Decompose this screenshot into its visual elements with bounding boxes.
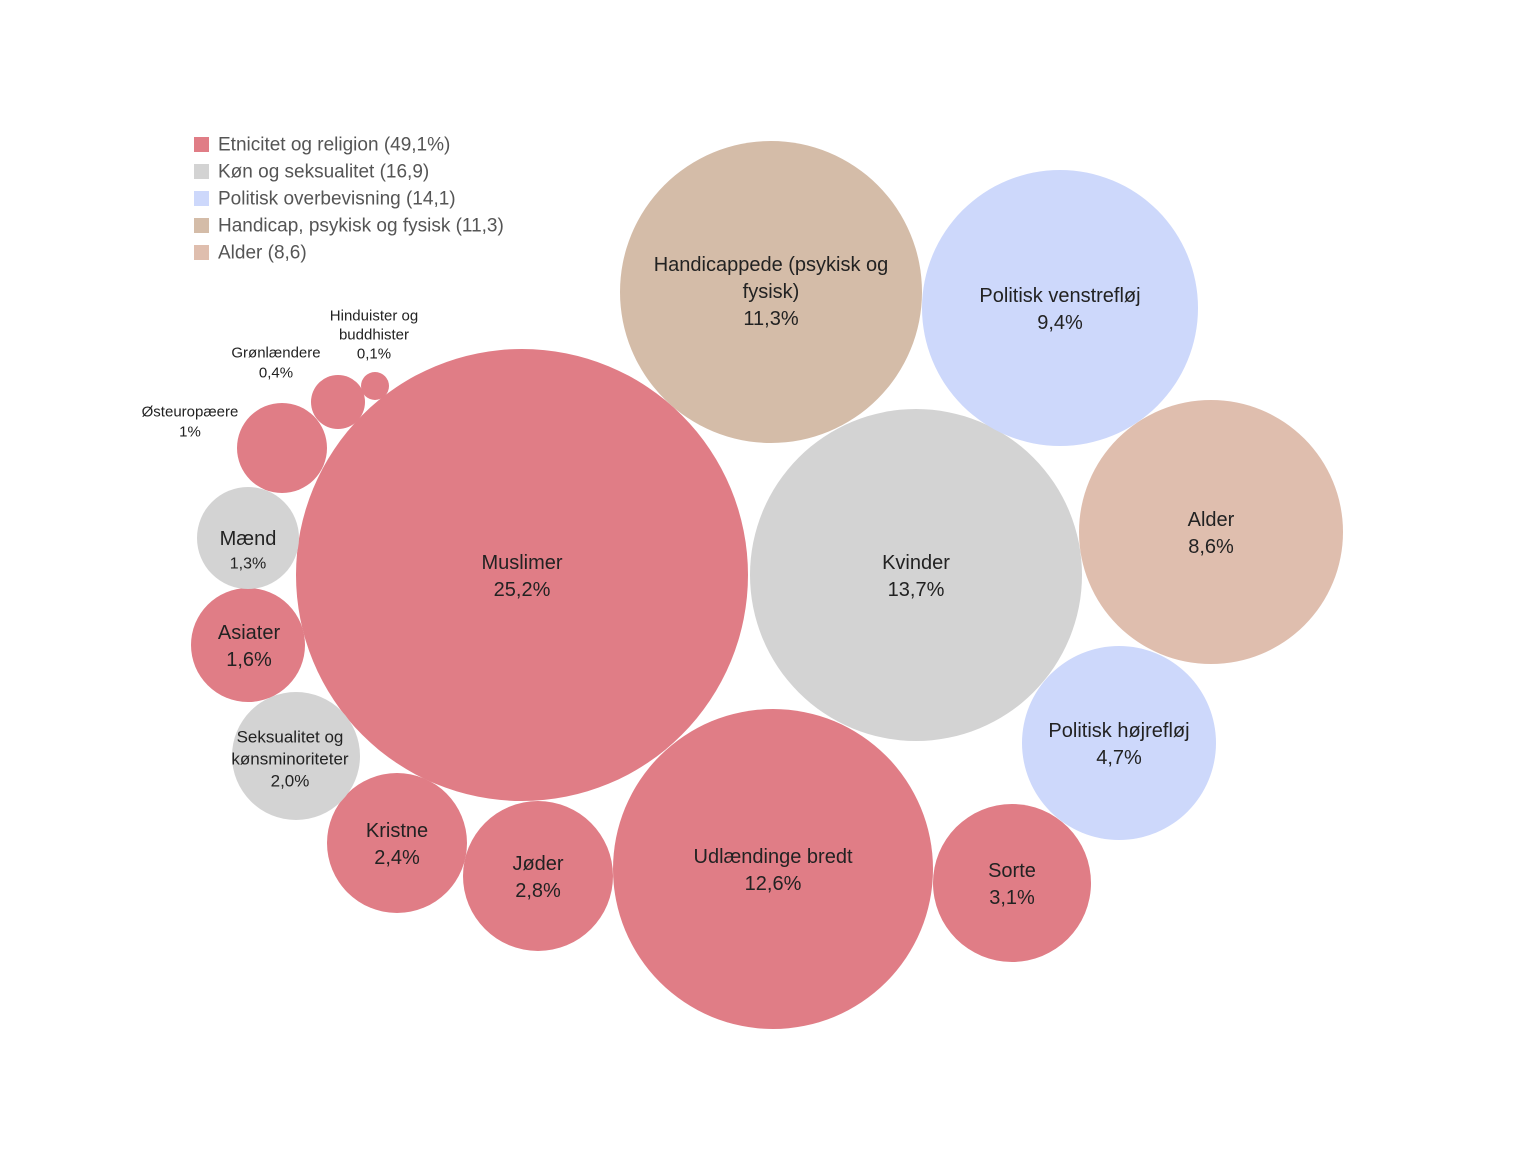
bubble-politisk-hoejrefloej [1022, 646, 1216, 840]
legend-label-4: Handicap, psykisk og fysisk (11,3) [218, 216, 504, 237]
bubble-value-alder: 8,6% [1188, 536, 1234, 558]
legend-swatch-2 [194, 164, 209, 179]
bubble-name-seksualitet-og-koensminoriteter: kønsminoriteter [231, 750, 348, 769]
legend-label-3: Politisk overbevisning (14,1) [218, 189, 456, 210]
bubble-seksualitet-og-koensminoriteter [232, 692, 360, 820]
legend: Etnicitet og religion (49,1%) Køn og seks… [194, 135, 504, 264]
bubble-labels: Muslimer 25,2% Kvinder 13,7% Udlændinge bred… [142, 254, 1235, 909]
bubble-value-politisk-hoejrefloej: 4,7% [1096, 747, 1142, 769]
bubble-value-maend: 1,3% [230, 556, 266, 573]
bubble-value-oesteuropaeere: 1% [179, 424, 201, 441]
bubble-name-hinduister-og-buddhister: buddhister [339, 327, 409, 344]
bubble-name-alder: Alder [1188, 509, 1235, 531]
bubble-value-groenlaendere: 0,4% [259, 365, 293, 382]
bubble-value-kvinder: 13,7% [888, 579, 945, 601]
bubble-kristne [327, 773, 467, 913]
legend-label-1: Etnicitet og religion (49,1%) [218, 135, 450, 156]
bubble-value-politisk-venstrefloej: 9,4% [1037, 312, 1083, 334]
bubble-name-hinduister-og-buddhister: Hinduister og [330, 308, 418, 325]
bubble-value-sorte: 3,1% [989, 887, 1035, 909]
legend-swatch-3 [194, 191, 209, 206]
bubble-politisk-venstrefloej [922, 170, 1198, 446]
bubble-name-muslimer: Muslimer [481, 552, 562, 574]
legend-swatch-5 [194, 245, 209, 260]
bubble-joeder [463, 801, 613, 951]
bubble-value-joeder: 2,8% [515, 880, 561, 902]
bubble-value-kristne: 2,4% [374, 847, 420, 869]
bubble-groenlaendere [311, 375, 365, 429]
bubble-name-kvinder: Kvinder [882, 552, 950, 574]
bubble-value-asiater: 1,6% [226, 649, 272, 671]
bubble-maend [197, 487, 299, 589]
bubbles [191, 141, 1343, 1029]
legend-swatch-1 [194, 137, 209, 152]
bubble-handicappede-psykisk-og-fysisk [620, 141, 922, 443]
legend-label-5: Alder (8,6) [218, 243, 307, 264]
bubble-name-handicappede-psykisk-og-fysisk: fysisk) [743, 281, 800, 303]
bubble-value-seksualitet-og-koensminoriteter: 2,0% [271, 772, 310, 791]
bubble-value-udlaendinge-bredt: 12,6% [745, 873, 802, 895]
bubble-value-muslimer: 25,2% [494, 579, 551, 601]
bubble-name-sorte: Sorte [988, 860, 1036, 882]
bubble-oesteuropaeere [237, 403, 327, 493]
bubble-name-politisk-venstrefloej: Politisk venstrefløj [979, 285, 1140, 307]
bubble-name-maend: Mænd [220, 528, 277, 550]
bubble-alder [1079, 400, 1343, 664]
bubble-muslimer [296, 349, 748, 801]
bubble-name-kristne: Kristne [366, 820, 428, 842]
bubble-sorte [933, 804, 1091, 962]
bubble-name-handicappede-psykisk-og-fysisk: Handicappede (psykisk og [654, 254, 889, 276]
legend-label-2: Køn og seksualitet (16,9) [218, 162, 429, 183]
bubble-udlaendinge-bredt [613, 709, 933, 1029]
bubble-value-handicappede-psykisk-og-fysisk: 11,3% [743, 308, 798, 330]
bubble-name-politisk-hoejrefloej: Politisk højrefløj [1048, 720, 1189, 742]
bubble-name-udlaendinge-bredt: Udlændinge bredt [694, 846, 853, 868]
bubble-name-groenlaendere: Grønlændere [231, 345, 320, 362]
bubble-kvinder [750, 409, 1082, 741]
bubble-name-oesteuropaeere: Østeuropæere [142, 404, 239, 421]
bubble-asiater [191, 588, 305, 702]
bubble-name-asiater: Asiater [218, 622, 281, 644]
bubble-hinduister-og-buddhister [361, 372, 389, 400]
legend-swatch-4 [194, 218, 209, 233]
bubble-name-joeder: Jøder [512, 853, 563, 875]
bubble-name-seksualitet-og-koensminoriteter: Seksualitet og [237, 728, 344, 747]
bubble-value-hinduister-og-buddhister: 0,1% [357, 346, 391, 363]
